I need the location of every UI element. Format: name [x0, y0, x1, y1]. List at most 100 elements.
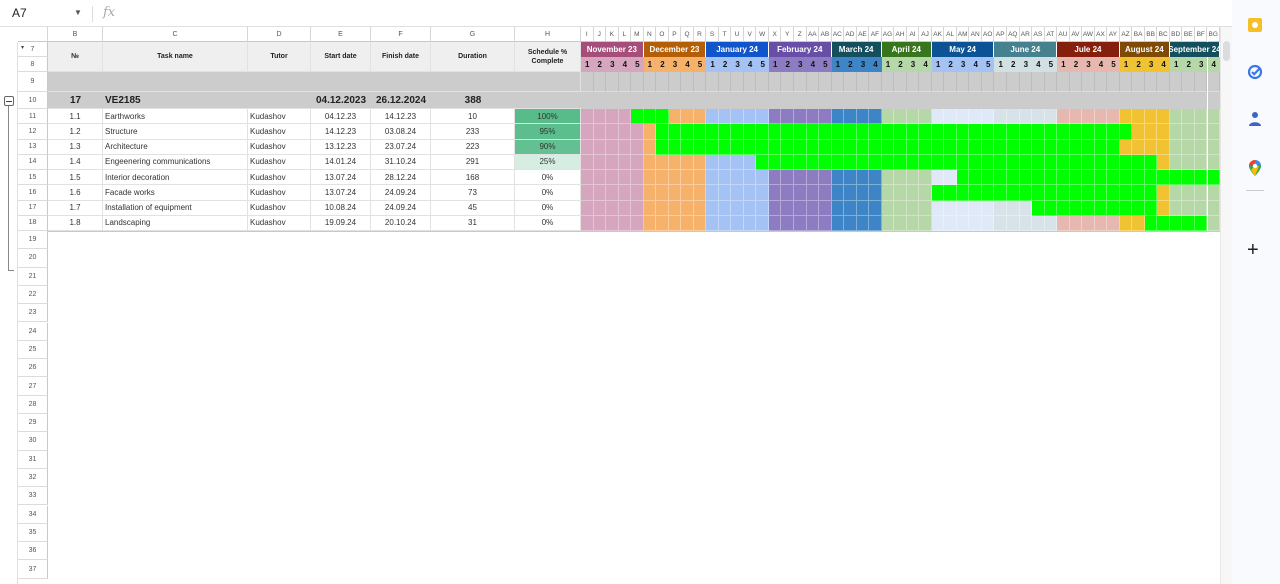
column-header-AS[interactable]: AS — [1032, 27, 1045, 42]
gantt-cell[interactable] — [1044, 109, 1058, 125]
gantt-cell[interactable] — [631, 215, 644, 231]
gantt-cell[interactable] — [618, 170, 632, 186]
gantt-cell[interactable] — [931, 72, 945, 92]
gantt-cell[interactable] — [919, 200, 932, 216]
task-tutor[interactable]: Kudashov — [248, 139, 311, 155]
row-header-26[interactable]: 26 — [18, 359, 48, 378]
gantt-bar-cell[interactable] — [844, 154, 857, 170]
task-finish[interactable]: 03.08.24 — [371, 124, 431, 140]
gantt-bar-cell[interactable] — [831, 139, 845, 155]
gantt-cell[interactable] — [894, 72, 907, 92]
task-tutor[interactable]: Kudashov — [248, 124, 311, 140]
gantt-bar-cell[interactable] — [1007, 170, 1020, 186]
column-header-AD[interactable]: AD — [844, 27, 857, 42]
column-header-F[interactable]: F — [371, 27, 431, 42]
gantt-cell[interactable] — [881, 72, 895, 92]
gantt-bar-cell[interactable] — [656, 139, 669, 155]
row-header-37[interactable]: 37 — [18, 560, 48, 579]
gantt-bar-cell[interactable] — [781, 139, 794, 155]
empty-row[interactable] — [48, 542, 1220, 560]
gantt-cell[interactable] — [806, 170, 820, 186]
column-header-AR[interactable]: AR — [1019, 27, 1033, 42]
empty-row[interactable] — [48, 524, 1220, 542]
gantt-cell[interactable] — [881, 109, 895, 125]
empty-row[interactable] — [48, 469, 1220, 487]
gantt-cell[interactable] — [969, 72, 982, 92]
empty-row[interactable] — [48, 286, 1220, 304]
gantt-bar-cell[interactable] — [1157, 215, 1170, 231]
gantt-cell[interactable] — [593, 109, 607, 125]
gantt-cell[interactable] — [681, 92, 694, 109]
gantt-cell[interactable] — [668, 200, 682, 216]
gantt-cell[interactable] — [656, 154, 669, 170]
gantt-cell[interactable] — [731, 215, 744, 231]
gantt-cell[interactable] — [618, 185, 632, 201]
row-header-35[interactable]: 35 — [18, 523, 48, 543]
column-header-B[interactable]: B — [48, 27, 103, 42]
gantt-bar-cell[interactable] — [1082, 185, 1095, 201]
gantt-cell[interactable] — [656, 200, 669, 216]
gantt-cell[interactable] — [931, 92, 945, 109]
gantt-bar-cell[interactable] — [668, 124, 682, 140]
gantt-cell[interactable] — [1107, 92, 1120, 109]
column-header-AM[interactable]: AM — [956, 27, 970, 42]
row-header-34[interactable]: 34 — [18, 505, 48, 524]
gantt-bar-cell[interactable] — [1007, 154, 1020, 170]
gantt-cell[interactable] — [981, 92, 995, 109]
gantt-cell[interactable] — [994, 92, 1007, 109]
row-header-28[interactable]: 28 — [18, 395, 48, 414]
task-finish[interactable]: 24.09.24 — [371, 185, 431, 201]
gantt-bar-cell[interactable] — [844, 139, 857, 155]
gantt-bar-cell[interactable] — [681, 124, 694, 140]
gantt-cell[interactable] — [743, 170, 757, 186]
gantt-cell[interactable] — [606, 170, 619, 186]
gantt-bar-cell[interactable] — [743, 139, 757, 155]
gantt-bar-cell[interactable] — [1144, 170, 1158, 186]
gantt-cell[interactable] — [894, 215, 907, 231]
gantt-cell[interactable] — [1157, 185, 1170, 201]
gantt-cell[interactable] — [606, 109, 619, 125]
empty-row[interactable] — [48, 451, 1220, 469]
gantt-bar-cell[interactable] — [956, 154, 970, 170]
gantt-cell[interactable] — [1207, 109, 1221, 125]
column-header-Z[interactable]: Z — [794, 27, 807, 42]
gantt-cell[interactable] — [681, 154, 694, 170]
gantt-bar-cell[interactable] — [781, 154, 794, 170]
column-header-BC[interactable]: BC — [1157, 27, 1170, 42]
gantt-cell[interactable] — [643, 200, 657, 216]
gantt-cell[interactable] — [781, 92, 794, 109]
gantt-bar-cell[interactable] — [869, 154, 882, 170]
tasks-icon[interactable] — [1244, 61, 1266, 83]
gantt-cell[interactable] — [894, 92, 907, 109]
gantt-cell[interactable] — [831, 109, 845, 125]
gantt-cell[interactable] — [1132, 215, 1145, 231]
gantt-cell[interactable] — [856, 200, 870, 216]
gantt-bar-cell[interactable] — [1044, 170, 1058, 186]
empty-row[interactable] — [48, 249, 1220, 267]
gantt-bar-cell[interactable] — [1107, 200, 1120, 216]
gantt-cell[interactable] — [1044, 215, 1058, 231]
gantt-cell[interactable] — [881, 215, 895, 231]
gantt-cell[interactable] — [881, 170, 895, 186]
gantt-cell[interactable] — [706, 154, 719, 170]
gantt-cell[interactable] — [706, 215, 719, 231]
gantt-cell[interactable] — [919, 185, 932, 201]
gantt-bar-cell[interactable] — [1057, 139, 1070, 155]
column-header-T[interactable]: T — [718, 27, 732, 42]
gantt-cell[interactable] — [743, 109, 757, 125]
empty-row[interactable] — [48, 560, 1220, 578]
gantt-cell[interactable] — [693, 72, 707, 92]
gantt-cell[interactable] — [844, 200, 857, 216]
task-complete[interactable]: 0% — [515, 215, 581, 231]
gantt-cell[interactable] — [919, 170, 932, 186]
gantt-cell[interactable] — [794, 185, 807, 201]
gantt-cell[interactable] — [1194, 124, 1208, 140]
gantt-bar-cell[interactable] — [693, 139, 707, 155]
gantt-cell[interactable] — [969, 200, 982, 216]
column-header-Y[interactable]: Y — [781, 27, 794, 42]
gantt-cell[interactable] — [869, 170, 882, 186]
gantt-bar-cell[interactable] — [1107, 139, 1120, 155]
gantt-cell[interactable] — [668, 215, 682, 231]
empty-row[interactable] — [48, 304, 1220, 322]
gantt-bar-cell[interactable] — [1044, 185, 1058, 201]
